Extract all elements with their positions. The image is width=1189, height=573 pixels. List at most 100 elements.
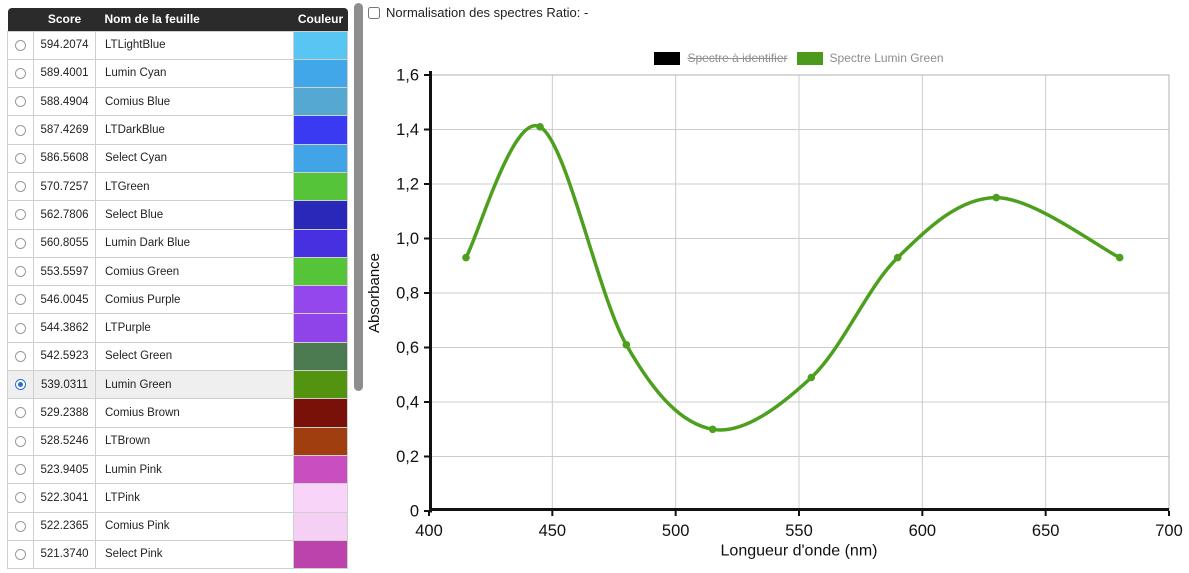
data-point-marker	[1115, 253, 1124, 262]
table-row[interactable]: 539.0311 Lumin Green	[7, 370, 348, 400]
data-point-marker	[708, 425, 717, 434]
y-tick-label: 0,2	[396, 448, 419, 466]
row-color-swatch	[294, 229, 347, 257]
row-sheet-name: Select Blue	[95, 200, 294, 230]
table-row[interactable]: 594.2074 LTLightBlue	[7, 30, 348, 60]
legend-item-selected[interactable]: Spectre Lumin Green	[796, 51, 944, 65]
row-radio[interactable]	[15, 492, 26, 504]
row-sheet-name: Comius Brown	[95, 398, 294, 428]
row-color-swatch	[294, 314, 347, 342]
row-color-swatch	[294, 484, 347, 512]
color-column-header: Couleur	[293, 8, 348, 31]
row-radio[interactable]	[15, 181, 26, 193]
row-radio[interactable]	[15, 435, 26, 447]
table-scrollbar[interactable]	[352, 0, 365, 568]
data-point-marker	[462, 253, 470, 262]
row-radio[interactable]	[15, 39, 26, 51]
table-row[interactable]: 589.4001 Lumin Cyan	[7, 58, 348, 89]
normalisation-checkbox[interactable]	[368, 6, 380, 19]
table-row[interactable]: 522.2365 Comius Pink	[7, 511, 348, 541]
row-sheet-name: Lumin Dark Blue	[95, 228, 294, 258]
row-sheet-name: LTBrown	[95, 426, 294, 456]
row-sheet-name: Lumin Cyan	[95, 58, 294, 89]
normalisation-row: Normalisation des spectres Ratio: -	[368, 5, 588, 20]
x-tick-label: 650	[1032, 522, 1060, 540]
row-radio[interactable]	[15, 265, 26, 277]
table-row[interactable]: 560.8055 Lumin Dark Blue	[7, 228, 348, 258]
x-tick-label: 450	[539, 522, 567, 540]
row-radio[interactable]	[15, 548, 26, 560]
x-tick-label: 400	[415, 522, 443, 540]
row-sheet-name: LTLightBlue	[95, 30, 294, 60]
row-color-swatch	[294, 427, 347, 455]
table-row[interactable]: 528.5246 LTBrown	[7, 426, 348, 456]
y-tick-label: 0,4	[396, 394, 419, 412]
row-score: 521.3740	[33, 539, 96, 570]
row-score: 588.4904	[33, 87, 96, 117]
row-score: 539.0311	[33, 370, 96, 400]
row-score: 586.5608	[33, 143, 96, 173]
table-row[interactable]: 522.3041 LTPink	[7, 483, 348, 513]
scrollbar-thumb[interactable]	[354, 3, 363, 391]
table-row[interactable]: 542.5923 Select Green	[7, 341, 348, 372]
row-color-swatch	[294, 116, 347, 144]
row-radio[interactable]	[15, 67, 26, 79]
chart-legend: Spectre à identifier Spectre Lumin Green	[429, 51, 1169, 65]
row-color-swatch	[294, 88, 347, 116]
selected-series-label: Spectre Lumin Green	[829, 51, 944, 65]
row-sheet-name: Comius Green	[95, 256, 294, 287]
row-sheet-name: Select Green	[95, 341, 294, 372]
table-row[interactable]: 570.7257 LTGreen	[7, 171, 348, 202]
row-sheet-name: Select Cyan	[95, 143, 294, 173]
row-score: 594.2074	[33, 30, 96, 60]
y-tick-label: 0,6	[396, 339, 419, 357]
row-sheet-name: LTDarkBlue	[95, 115, 294, 145]
row-radio[interactable]	[15, 350, 26, 362]
row-sheet-name: Comius Purple	[95, 285, 294, 315]
y-tick-label: 1,4	[396, 121, 419, 139]
row-color-swatch	[294, 59, 347, 88]
table-row[interactable]: 553.5597 Comius Green	[7, 256, 348, 287]
row-score: 523.9405	[33, 454, 96, 485]
row-sheet-name: Comius Blue	[95, 87, 294, 117]
row-color-swatch	[294, 512, 347, 540]
row-score: 522.2365	[33, 511, 96, 541]
row-radio[interactable]	[15, 407, 26, 419]
x-tick-label: 500	[662, 522, 690, 540]
row-radio[interactable]	[15, 152, 26, 164]
table-row[interactable]: 562.7806 Select Blue	[7, 200, 348, 230]
row-radio[interactable]	[15, 124, 26, 136]
table-row[interactable]: 586.5608 Select Cyan	[7, 143, 348, 173]
table-row[interactable]: 521.3740 Select Pink	[7, 539, 348, 570]
row-radio[interactable]	[15, 322, 26, 334]
row-radio[interactable]	[15, 294, 26, 306]
table-header-row: Score Nom de la feuille Couleur	[7, 8, 348, 31]
row-radio[interactable]	[15, 96, 26, 108]
row-sheet-name: LTPurple	[95, 313, 294, 343]
row-radio[interactable]	[15, 520, 26, 532]
y-axis-title: Absorbance	[366, 253, 383, 333]
table-row[interactable]: 529.2388 Comius Brown	[7, 398, 348, 428]
table-row[interactable]: 523.9405 Lumin Pink	[7, 454, 348, 485]
row-score: 522.3041	[33, 483, 96, 513]
spectrum-curve	[464, 123, 1122, 432]
absorbance-chart: 400 450 500 550 600 650 700 0 0,2 0,4 0,6 0,8 1,0 1,2…	[366, 67, 1183, 560]
table-row[interactable]: 546.0045 Comius Purple	[7, 285, 348, 315]
row-sheet-name: Select Pink	[95, 539, 294, 570]
row-radio[interactable]	[15, 464, 26, 476]
row-color-swatch	[294, 257, 347, 286]
table-row[interactable]: 588.4904 Comius Blue	[7, 87, 348, 117]
table-row[interactable]: 587.4269 LTDarkBlue	[7, 115, 348, 145]
selected-series-swatch	[796, 51, 823, 65]
row-color-swatch	[294, 144, 347, 172]
radio-column-header	[7, 8, 34, 31]
row-score: 587.4269	[33, 115, 96, 145]
normalisation-label: Normalisation des spectres Ratio: -	[386, 5, 589, 20]
row-radio[interactable]	[15, 209, 26, 221]
row-radio[interactable]	[15, 237, 26, 249]
row-radio[interactable]	[15, 379, 26, 391]
y-tick-label: 0,8	[396, 285, 419, 303]
spectra-results-table: Score Nom de la feuille Couleur 594.2074…	[7, 8, 348, 570]
legend-item-reference[interactable]: Spectre à identifier	[654, 51, 788, 65]
table-row[interactable]: 544.3862 LTPurple	[7, 313, 348, 343]
